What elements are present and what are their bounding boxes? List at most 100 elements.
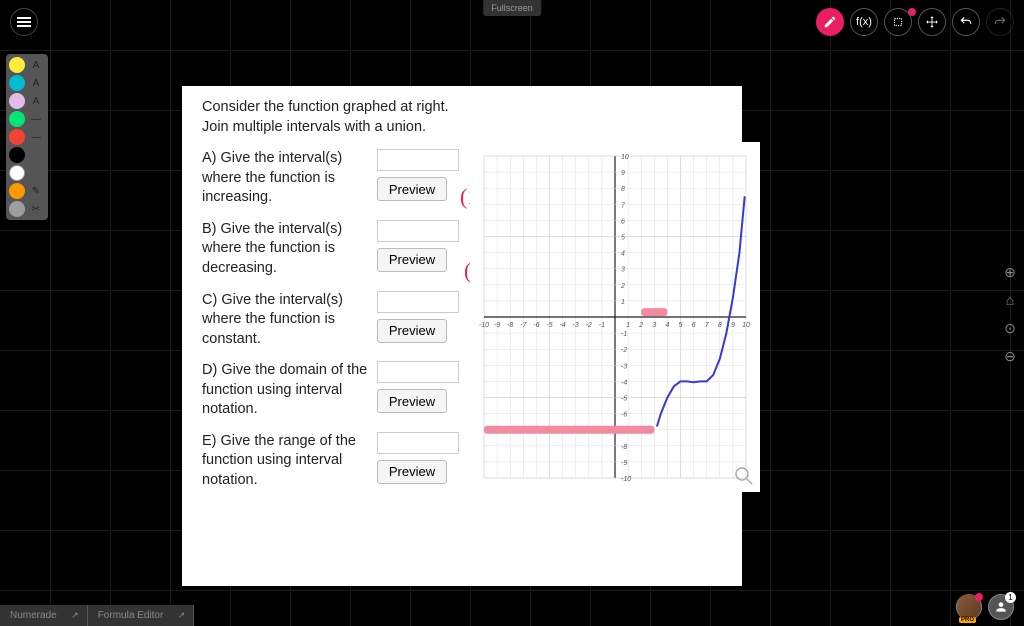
- top-toolbar: f(x): [0, 6, 1024, 38]
- svg-text:-5: -5: [621, 396, 627, 403]
- function-button[interactable]: f(x): [850, 8, 878, 36]
- pen-icon: [823, 15, 837, 29]
- zoom-in-button[interactable]: ⊕: [998, 260, 1022, 284]
- home-button[interactable]: ⌂: [998, 288, 1022, 312]
- pen-tool-button[interactable]: [816, 8, 844, 36]
- svg-text:9: 9: [621, 170, 625, 177]
- palette-label: ✎: [27, 186, 45, 197]
- svg-text:-4: -4: [621, 379, 627, 386]
- svg-text:3: 3: [621, 267, 625, 274]
- user-avatar[interactable]: PRO: [956, 594, 982, 620]
- svg-text:-6: -6: [621, 412, 627, 419]
- question-label: C) Give the interval(s) where the functi…: [202, 291, 377, 350]
- zoom-out-button[interactable]: ⊖: [998, 344, 1022, 368]
- bottom-tab[interactable]: Numerade: [0, 605, 88, 626]
- svg-text:8: 8: [621, 186, 625, 193]
- svg-text:-10: -10: [479, 322, 489, 329]
- preview-button-4[interactable]: Preview: [377, 460, 447, 484]
- svg-text:5: 5: [621, 235, 625, 242]
- answer-input-4[interactable]: [377, 432, 459, 454]
- undo-button[interactable]: [952, 8, 980, 36]
- answer-col: Preview: [377, 220, 467, 279]
- redo-icon: [993, 15, 1007, 29]
- chart: -10-9-8-7-6-5-4-3-2-112345678910-10-9-8-…: [470, 142, 760, 492]
- color-swatch: [9, 129, 25, 145]
- preview-button-2[interactable]: Preview: [377, 319, 447, 343]
- color-swatch: [9, 93, 25, 109]
- svg-text:-10: -10: [621, 476, 631, 483]
- avatar-notification-dot: [975, 593, 983, 601]
- color-swatch: [9, 165, 25, 181]
- svg-text:-8: -8: [507, 322, 513, 329]
- svg-text:-2: -2: [621, 347, 627, 354]
- svg-text:10: 10: [742, 322, 750, 329]
- tool-notification-dot: [908, 8, 916, 16]
- svg-text:-3: -3: [573, 322, 579, 329]
- palette-label: —: [27, 132, 45, 143]
- right-side-panel: ⊕ ⌂ ⊙ ⊖: [998, 260, 1024, 368]
- color-swatch: [9, 201, 25, 217]
- avatar-group: PRO 1: [956, 594, 1014, 620]
- palette-row[interactable]: [8, 146, 46, 164]
- palette-row[interactable]: A: [8, 56, 46, 74]
- menu-button[interactable]: [10, 8, 38, 36]
- bottom-tab[interactable]: Formula Editor: [88, 605, 195, 626]
- pro-badge: PRO: [959, 617, 976, 623]
- color-palette: AAA——✎✂: [6, 54, 48, 220]
- answer-col: Preview: [377, 149, 467, 208]
- svg-text:6: 6: [692, 322, 696, 329]
- svg-text:-2: -2: [586, 322, 592, 329]
- color-swatch: [9, 183, 25, 199]
- color-swatch: [9, 147, 25, 163]
- svg-text:3: 3: [652, 322, 656, 329]
- answer-input-0[interactable]: [377, 149, 459, 171]
- palette-row[interactable]: [8, 164, 46, 182]
- svg-text:2: 2: [620, 283, 625, 290]
- palette-label: A: [27, 60, 45, 71]
- palette-row[interactable]: —: [8, 128, 46, 146]
- svg-text:-1: -1: [599, 322, 605, 329]
- svg-text:-9: -9: [621, 460, 627, 467]
- svg-text:2: 2: [638, 322, 643, 329]
- question-label: E) Give the range of the function using …: [202, 432, 377, 491]
- color-swatch: [9, 75, 25, 91]
- move-tool-button[interactable]: [918, 8, 946, 36]
- svg-text:5: 5: [679, 322, 683, 329]
- question-join: Join multiple intervals with a union.: [202, 118, 722, 138]
- svg-text:1: 1: [621, 299, 625, 306]
- answer-input-3[interactable]: [377, 361, 459, 383]
- svg-text:-8: -8: [621, 444, 627, 451]
- target-button[interactable]: ⊙: [998, 316, 1022, 340]
- question-label: A) Give the interval(s) where the functi…: [202, 149, 377, 208]
- palette-row[interactable]: ✎: [8, 182, 46, 200]
- svg-text:-9: -9: [494, 322, 500, 329]
- answer-input-1[interactable]: [377, 220, 459, 242]
- palette-label: —: [27, 114, 45, 125]
- palette-row[interactable]: A: [8, 92, 46, 110]
- svg-text:4: 4: [665, 322, 669, 329]
- palette-row[interactable]: A: [8, 74, 46, 92]
- svg-text:10: 10: [621, 154, 629, 161]
- palette-label: A: [27, 96, 45, 107]
- svg-text:-5: -5: [546, 322, 552, 329]
- bottom-tabs: NumeradeFormula Editor: [0, 605, 194, 626]
- users-button[interactable]: 1: [988, 594, 1014, 620]
- redo-button[interactable]: [986, 8, 1014, 36]
- answer-input-2[interactable]: [377, 291, 459, 313]
- palette-row[interactable]: —: [8, 110, 46, 128]
- question-label: B) Give the interval(s) where the functi…: [202, 220, 377, 279]
- preview-button-3[interactable]: Preview: [377, 389, 447, 413]
- palette-row[interactable]: ✂: [8, 200, 46, 218]
- preview-button-1[interactable]: Preview: [377, 248, 447, 272]
- palette-label: ✂: [27, 204, 45, 215]
- answer-col: Preview: [377, 361, 467, 420]
- svg-text:-3: -3: [621, 363, 627, 370]
- select-icon: [891, 15, 905, 29]
- svg-text:1: 1: [626, 322, 630, 329]
- answer-col: Preview: [377, 432, 467, 491]
- svg-text:9: 9: [731, 322, 735, 329]
- palette-label: A: [27, 78, 45, 89]
- preview-button-0[interactable]: Preview: [377, 177, 447, 201]
- svg-text:4: 4: [621, 251, 625, 258]
- svg-text:-4: -4: [559, 322, 565, 329]
